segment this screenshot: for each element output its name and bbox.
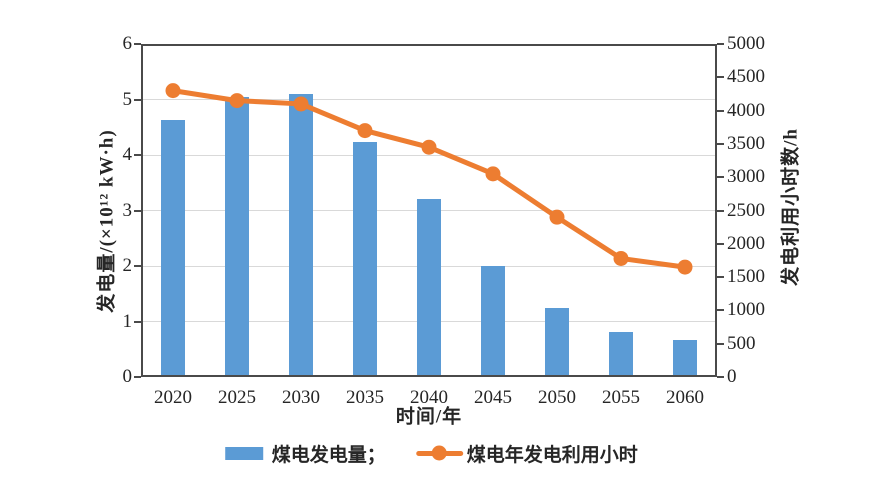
right-axis-tick-label: 3500 (727, 132, 765, 154)
gridline (141, 154, 717, 156)
bar-2030 (289, 93, 313, 377)
left-axis-tick (134, 376, 141, 378)
left-axis-tick-label: 5 (122, 88, 133, 110)
right-axis-tick-label: 500 (727, 332, 756, 354)
right-axis-tick-label: 1000 (727, 299, 765, 321)
right-axis-tick (717, 342, 724, 345)
x-tick-label-2020: 2020 (154, 387, 192, 408)
bar-2050 (545, 307, 569, 377)
x-tick-label-2060: 2060 (666, 387, 704, 408)
left-axis-tick-label: 3 (122, 199, 133, 221)
left-axis-tick-label: 0 (122, 366, 133, 387)
bar-2045 (481, 266, 505, 377)
legend: 煤电发电量； 煤电年发电利用小时 (224, 441, 638, 466)
right-axis-tick-label: 4000 (727, 99, 765, 121)
legend-bar-label: 煤电发电量； (271, 444, 386, 466)
left-axis-tick (134, 43, 141, 45)
line-marker-2050 (549, 209, 565, 225)
bar-2020 (161, 120, 185, 377)
right-axis-tick (717, 176, 724, 179)
left-axis-tick (134, 98, 141, 101)
bar-2040 (417, 199, 441, 377)
bar-2055 (609, 331, 633, 377)
right-axis-tick (717, 276, 724, 279)
right-axis-tick-label: 2000 (727, 232, 765, 254)
left-axis-tick (134, 320, 141, 323)
right-axis-tick-label: 1500 (727, 266, 765, 288)
left-axis-tick (134, 154, 141, 156)
right-axis-tick (717, 242, 724, 245)
left-axis-tick-label: 4 (122, 144, 133, 165)
bar-2025 (225, 96, 249, 377)
line-path (170, 88, 688, 270)
right-axis-tick (717, 109, 724, 112)
right-axis-tick (717, 142, 724, 145)
legend-line-label: 煤电年发电利用小时 (466, 444, 638, 466)
line-marker-2055 (613, 250, 629, 266)
right-axis-title: 发电利用小时数/h (780, 128, 802, 286)
right-axis-tick (717, 76, 724, 79)
left-axis-tick-label: 1 (122, 310, 133, 332)
right-axis-tick (717, 376, 724, 378)
line-marker-2035 (357, 123, 373, 139)
bar-2060 (673, 339, 697, 377)
line-series (165, 83, 693, 275)
left-axis-tick (134, 265, 141, 267)
x-tick-label-2055: 2055 (602, 387, 640, 408)
line-marker-2020 (165, 83, 181, 99)
right-axis-tick (717, 209, 724, 212)
right-axis-tick-label: 4500 (727, 66, 765, 88)
x-tick-label-2035: 2035 (346, 387, 384, 408)
right-axis-tick-label: 0 (727, 366, 737, 387)
x-tick-label-2045: 2045 (474, 387, 512, 408)
line-marker-2030 (293, 96, 309, 112)
x-tick-label-2050: 2050 (538, 387, 576, 408)
x-tick-label-2025: 2025 (218, 387, 256, 408)
right-axis-tick (717, 43, 724, 45)
left-axis-tick (134, 209, 141, 212)
right-axis-tick-label: 2500 (727, 199, 765, 221)
line-marker-2025 (229, 93, 245, 109)
bar-2035 (353, 142, 377, 377)
legend-line-marker-icon (431, 445, 447, 461)
line-marker-2040 (421, 139, 437, 155)
gridline (141, 99, 717, 100)
legend-bar-swatch (224, 446, 263, 460)
legend-line-swatch (415, 445, 463, 461)
x-tick-label-2030: 2030 (282, 387, 320, 408)
right-axis-tick-label: 5000 (727, 33, 765, 54)
line-marker-2045 (485, 166, 501, 182)
right-axis-tick (717, 309, 724, 312)
right-axis-tick-label: 3000 (727, 166, 765, 188)
x-tick-label-2040: 2040 (410, 387, 448, 408)
left-axis-tick-label: 6 (122, 33, 133, 54)
line-marker-2060 (677, 259, 693, 275)
left-axis-tick-label: 2 (122, 255, 133, 276)
plot-area (141, 44, 717, 377)
x-axis-title: 时间/年 (395, 406, 463, 428)
